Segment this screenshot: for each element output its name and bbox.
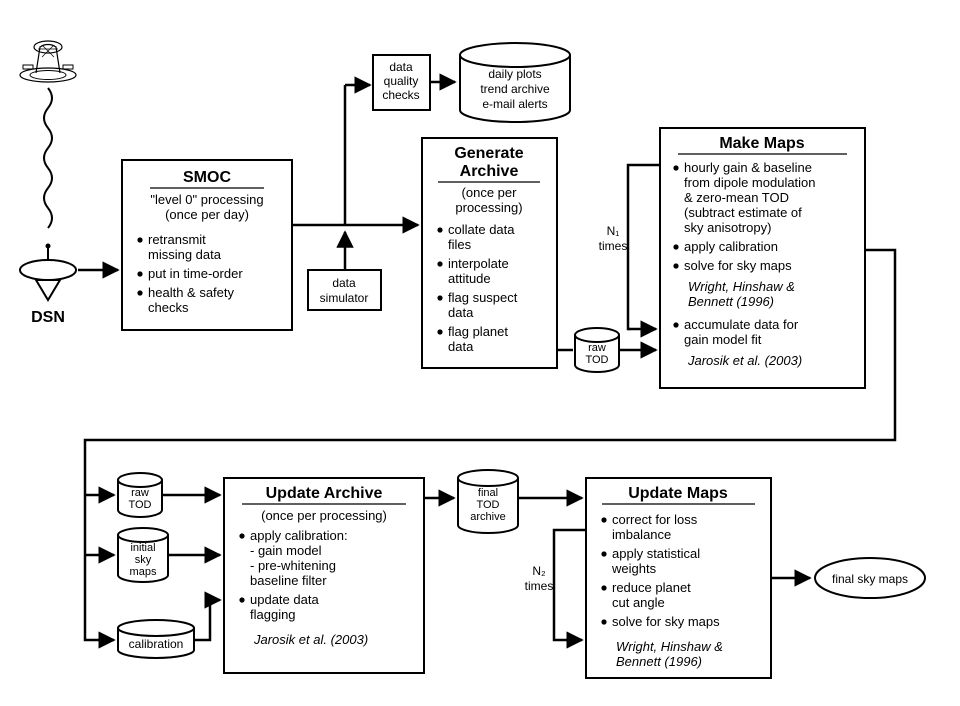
- svg-text:apply calibration:: apply calibration:: [250, 528, 348, 543]
- svg-text:- pre-whitening: - pre-whitening: [250, 558, 336, 573]
- svg-text:data: data: [332, 276, 356, 290]
- svg-text:e-mail alerts: e-mail alerts: [482, 97, 547, 111]
- svg-text:Update Archive: Update Archive: [266, 485, 383, 502]
- generate-archive-box: Generate Archive (once per processing) c…: [422, 138, 557, 368]
- svg-text:flag suspect: flag suspect: [448, 290, 518, 305]
- pipeline-diagram: DSN SMOC "level 0" processing (once per …: [0, 0, 960, 706]
- svg-text:checks: checks: [382, 88, 419, 102]
- svg-text:attitude: attitude: [448, 271, 491, 286]
- svg-text:(once per day): (once per day): [165, 207, 249, 222]
- smoc-title: SMOC: [183, 169, 231, 186]
- svg-text:Bennett (1996): Bennett (1996): [616, 654, 702, 669]
- svg-text:quality: quality: [384, 74, 419, 88]
- svg-text:missing data: missing data: [148, 247, 222, 262]
- svg-text:Bennett (1996): Bennett (1996): [688, 294, 774, 309]
- svg-text:put in time-order: put in time-order: [148, 266, 243, 281]
- svg-text:accumulate data for: accumulate data for: [684, 317, 799, 332]
- svg-text:Jarosik et al. (2003): Jarosik et al. (2003): [687, 353, 802, 368]
- svg-text:N₂: N₂: [532, 564, 546, 578]
- svg-text:maps: maps: [130, 566, 157, 578]
- svg-text:sky anisotropy): sky anisotropy): [684, 220, 771, 235]
- svg-text:data: data: [448, 339, 474, 354]
- svg-text:data: data: [448, 305, 474, 320]
- svg-text:raw: raw: [131, 487, 149, 499]
- svg-text:gain model fit: gain model fit: [684, 332, 762, 347]
- svg-text:calibration: calibration: [129, 637, 184, 651]
- svg-text:weights: weights: [611, 561, 657, 576]
- svg-text:final: final: [478, 487, 498, 499]
- svg-text:baseline filter: baseline filter: [250, 573, 327, 588]
- svg-text:raw: raw: [588, 342, 606, 354]
- calibration-cylinder: calibration: [118, 620, 194, 658]
- svg-text:Jarosik et al. (2003): Jarosik et al. (2003): [253, 632, 368, 647]
- svg-text:data: data: [389, 60, 413, 74]
- svg-text:collate data: collate data: [448, 222, 515, 237]
- svg-text:initial: initial: [130, 542, 155, 554]
- daily-plots-cylinder: daily plots trend archive e-mail alerts: [460, 43, 570, 122]
- svg-text:daily plots: daily plots: [488, 67, 541, 81]
- svg-text:checks: checks: [148, 300, 189, 315]
- svg-text:simulator: simulator: [320, 291, 369, 305]
- update-archive-box: Update Archive (once per processing) app…: [224, 478, 424, 673]
- svg-text:Wright, Hinshaw &: Wright, Hinshaw &: [616, 639, 723, 654]
- svg-text:(once per processing): (once per processing): [261, 508, 387, 523]
- svg-text:"level 0" processing: "level 0" processing: [150, 192, 263, 207]
- svg-text:interpolate: interpolate: [448, 256, 509, 271]
- svg-text:update data: update data: [250, 592, 319, 607]
- svg-text:trend archive: trend archive: [480, 82, 550, 96]
- svg-text:& zero-mean TOD: & zero-mean TOD: [684, 190, 789, 205]
- svg-text:apply statistical: apply statistical: [612, 546, 700, 561]
- final-tod-cylinder: final TOD archive: [458, 470, 518, 533]
- raw-tod-cylinder-1: raw TOD: [575, 328, 619, 372]
- svg-text:imbalance: imbalance: [612, 527, 671, 542]
- svg-text:Update Maps: Update Maps: [628, 485, 728, 502]
- svg-text:- gain model: - gain model: [250, 543, 322, 558]
- svg-text:flagging: flagging: [250, 607, 296, 622]
- dsn-label: DSN: [31, 309, 65, 326]
- update-maps-box: Update Maps correct for loss imbalance ap…: [586, 478, 771, 678]
- svg-text:(once per: (once per: [462, 185, 518, 200]
- svg-text:TOD: TOD: [585, 354, 608, 366]
- svg-text:N₁: N₁: [607, 224, 620, 238]
- raw-tod-cylinder-2: raw TOD: [118, 473, 162, 517]
- svg-text:TOD: TOD: [476, 499, 499, 511]
- svg-text:retransmit: retransmit: [148, 232, 206, 247]
- initial-sky-cylinder: initial sky maps: [118, 528, 168, 582]
- svg-text:times: times: [599, 239, 628, 253]
- svg-text:Wright, Hinshaw &: Wright, Hinshaw &: [688, 279, 795, 294]
- svg-text:Generate: Generate: [454, 145, 523, 162]
- svg-text:Archive: Archive: [460, 163, 519, 180]
- svg-text:hourly gain & baseline: hourly gain & baseline: [684, 160, 812, 175]
- svg-text:solve for sky maps: solve for sky maps: [684, 258, 792, 273]
- svg-text:flag planet: flag planet: [448, 324, 508, 339]
- svg-text:sky: sky: [135, 554, 152, 566]
- svg-text:files: files: [448, 237, 472, 252]
- svg-text:correct for loss: correct for loss: [612, 512, 698, 527]
- svg-text:apply calibration: apply calibration: [684, 239, 778, 254]
- make-maps-box: Make Maps hourly gain & baseline from di…: [660, 128, 865, 388]
- svg-text:archive: archive: [470, 511, 505, 523]
- smoc-box: SMOC "level 0" processing (once per day)…: [122, 160, 292, 330]
- svg-text:final sky maps: final sky maps: [832, 572, 908, 586]
- svg-text:from dipole modulation: from dipole modulation: [684, 175, 816, 190]
- svg-text:cut angle: cut angle: [612, 595, 665, 610]
- svg-text:TOD: TOD: [128, 499, 151, 511]
- svg-text:solve for sky maps: solve for sky maps: [612, 614, 720, 629]
- svg-text:processing): processing): [455, 200, 522, 215]
- svg-text:Make Maps: Make Maps: [719, 135, 804, 152]
- svg-text:(subtract estimate of: (subtract estimate of: [684, 205, 802, 220]
- svg-text:health & safety: health & safety: [148, 285, 234, 300]
- svg-text:times: times: [525, 579, 554, 593]
- svg-text:reduce planet: reduce planet: [612, 580, 691, 595]
